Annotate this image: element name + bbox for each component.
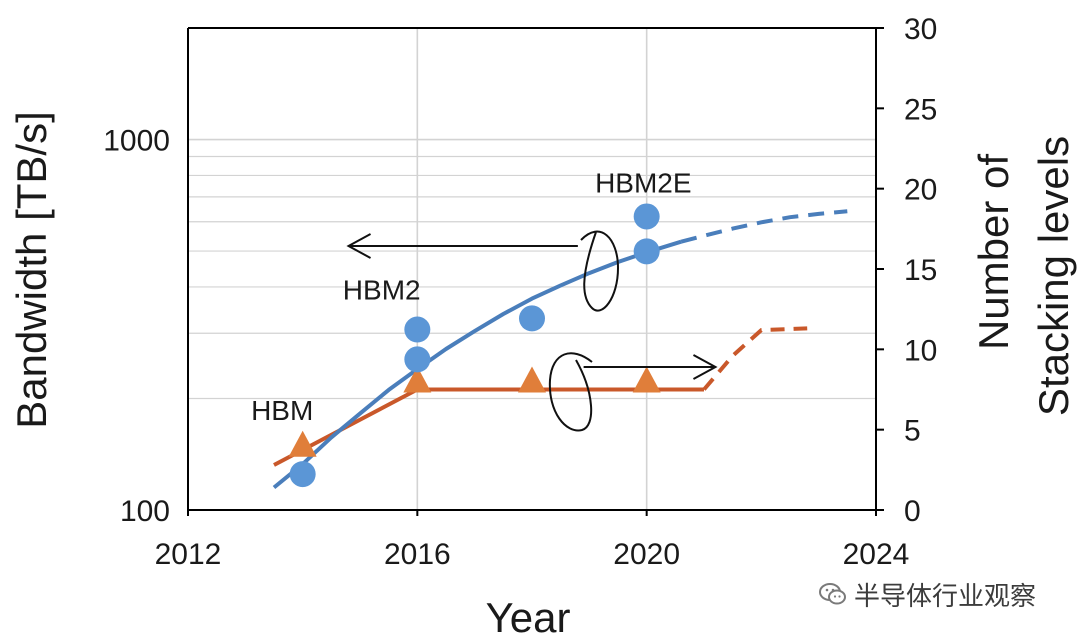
stacking-curl bbox=[548, 352, 593, 432]
stacking-point bbox=[518, 366, 546, 393]
wechat-icon bbox=[819, 583, 846, 605]
right-y-tick-label: 0 bbox=[904, 495, 921, 528]
stacking-fit-line bbox=[273, 387, 704, 467]
bandwidth-point bbox=[289, 461, 316, 488]
left-y-tick-label: 100 bbox=[120, 495, 170, 528]
watermark: 半导体行业观察 bbox=[818, 578, 1037, 612]
right-axis-title-line2: Stacking levels bbox=[1030, 136, 1077, 416]
watermark-text: 半导体行业观察 bbox=[854, 581, 1037, 612]
bandwidth-point bbox=[633, 238, 660, 265]
x-tick-label: 2020 bbox=[613, 538, 680, 571]
bandwidth-point bbox=[404, 316, 431, 343]
annotation-hbm2: HBM2 bbox=[343, 274, 421, 305]
bandwidth-fit-line bbox=[272, 239, 682, 490]
left-y-tick-label: 1000 bbox=[103, 125, 170, 158]
stacking-point bbox=[632, 366, 661, 393]
bandwidth-point bbox=[404, 346, 431, 373]
stacking-point bbox=[288, 430, 317, 457]
right-y-tick-label: 15 bbox=[904, 254, 937, 287]
stacking-fit-dashed bbox=[702, 326, 808, 391]
bandwidth-point bbox=[519, 305, 545, 332]
x-tick-label: 2016 bbox=[384, 538, 451, 571]
right-y-tick-label: 20 bbox=[904, 174, 937, 207]
left-axis-title: Bandwidth [TB/s] bbox=[8, 111, 55, 428]
annotation-hbm: HBM bbox=[251, 395, 313, 426]
right-y-tick-label: 25 bbox=[904, 93, 937, 126]
bandwidth-arrow-head bbox=[346, 233, 372, 259]
right-y-tick-label: 30 bbox=[904, 13, 937, 46]
bandwidth-point bbox=[633, 203, 660, 230]
bandwidth-fit-dashed bbox=[680, 209, 848, 244]
bandwidth-curl bbox=[580, 230, 620, 312]
stacking-arrow-head bbox=[692, 354, 718, 380]
x-axis-title: Year bbox=[486, 594, 571, 641]
annotations: HBM HBM2 HBM2E bbox=[251, 167, 691, 426]
x-tick-label: 2012 bbox=[155, 538, 222, 571]
right-y-tick-label: 10 bbox=[904, 334, 937, 367]
stacking-point bbox=[403, 366, 432, 393]
annotation-hbm2e: HBM2E bbox=[595, 167, 691, 198]
series bbox=[272, 203, 848, 490]
right-axis-title-line1: Number of bbox=[970, 154, 1017, 350]
axis-pointer-arrows bbox=[346, 230, 718, 432]
axes bbox=[187, 27, 884, 516]
tick-labels: 2012 2016 2020 2024 100 1000 0 5 10 15 20 25 30 bbox=[103, 13, 937, 571]
right-y-tick-label: 5 bbox=[904, 415, 921, 448]
x-tick-label: 2024 bbox=[843, 538, 910, 571]
gridlines bbox=[188, 28, 876, 510]
